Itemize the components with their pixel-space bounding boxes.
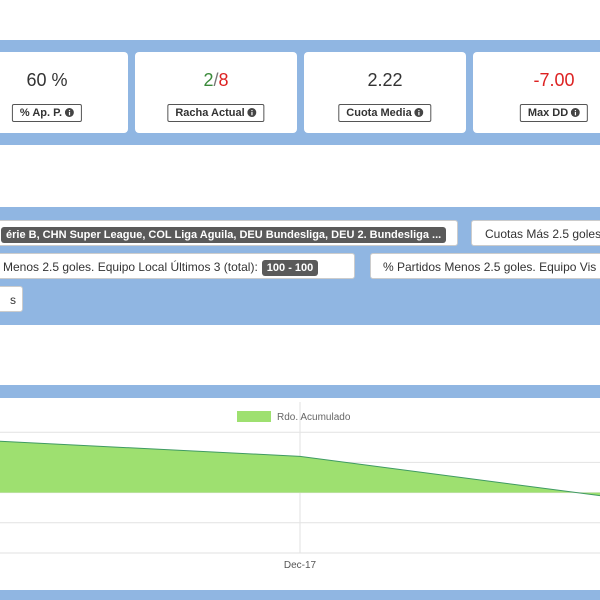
filter-badge: 100 - 100	[261, 260, 319, 276]
stat-card: 2.22 Cuota Media	[304, 52, 466, 133]
filter-text: s	[10, 293, 16, 307]
stat-label-text: Max DD	[527, 107, 569, 119]
filter-tag[interactable]: s	[0, 286, 23, 312]
stat-card: -7.00 Max DD	[473, 52, 600, 133]
line	[0, 440, 600, 497]
stat-value: 2/8	[135, 70, 297, 91]
filter-badge: érie B, CHN Super League, COL Liga Aguil…	[1, 227, 447, 243]
filter-tag[interactable]: Menos 2.5 goles. Equipo Local Últimos 3 …	[0, 253, 355, 279]
x-tick-label: Dec-17	[284, 560, 317, 571]
streak-sep: /	[213, 70, 219, 90]
stat-label[interactable]: Racha Actual	[167, 104, 265, 122]
info-icon	[571, 108, 581, 117]
filter-tag[interactable]: % Partidos Menos 2.5 goles. Equipo Vis	[370, 253, 600, 279]
filter-text: Menos 2.5 goles. Equipo Local Últimos 3 …	[3, 260, 258, 274]
stat-label-text: Racha Actual	[175, 107, 245, 119]
info-icon	[414, 108, 424, 117]
info-icon	[247, 108, 257, 117]
stat-value: -7.00	[533, 70, 575, 90]
filter-text: Cuotas Más 2.5 goles	[485, 227, 600, 241]
chart: Dec-17 Rdo. Acumulado	[0, 398, 600, 590]
filter-tag[interactable]: Cuotas Más 2.5 goles	[471, 220, 600, 246]
stat-label[interactable]: % Ap. P.	[11, 104, 83, 122]
streak-won: 2	[203, 70, 214, 90]
filter-tag[interactable]: érie B, CHN Super League, COL Liga Aguil…	[0, 220, 458, 246]
area	[0, 441, 600, 496]
stat-card: 60 % % Ap. P.	[0, 52, 128, 133]
info-icon	[65, 108, 75, 117]
stat-label-text: % Ap. P.	[19, 107, 63, 119]
filter-text: % Partidos Menos 2.5 goles. Equipo Vis	[383, 260, 597, 274]
stat-value: 2.22	[367, 70, 403, 90]
legend-swatch	[237, 411, 271, 422]
stat-label[interactable]: Max DD	[519, 104, 589, 122]
legend-label: Rdo. Acumulado	[277, 412, 351, 423]
stat-label-text: Cuota Media	[346, 107, 412, 119]
stat-value: 60 %	[26, 70, 68, 90]
stat-card: 2/8 Racha Actual	[135, 52, 297, 133]
stat-label[interactable]: Cuota Media	[338, 104, 432, 122]
streak-total: 8	[218, 70, 229, 90]
